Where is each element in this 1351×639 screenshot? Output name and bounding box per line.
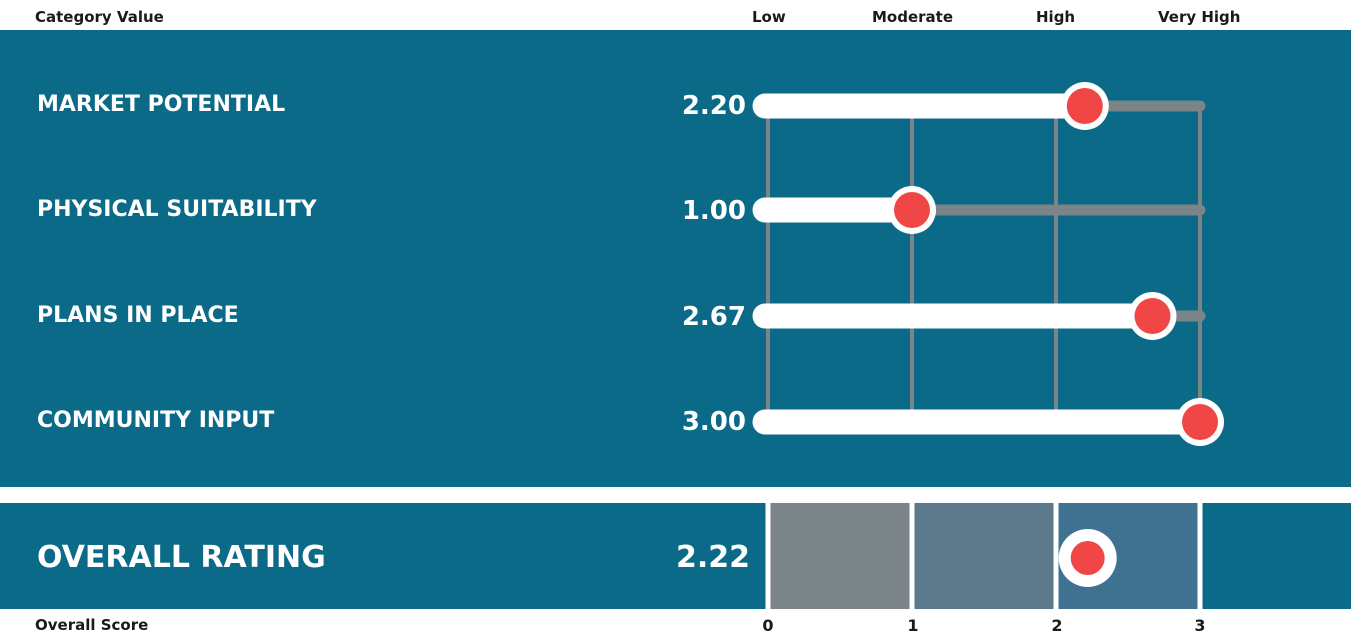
category-value-header: Category Value <box>35 8 164 26</box>
marker-plans-in-place <box>1134 298 1171 334</box>
category-label-market-potential: MARKET POTENTIAL <box>37 92 286 117</box>
overall-score-label: Overall Score <box>35 616 149 634</box>
marker-community-input <box>1182 404 1218 440</box>
category-label-plans-in-place: PLANS IN PLACE <box>37 303 239 328</box>
value-label-plans-in-place: 2.67 <box>681 302 746 332</box>
overall-marker <box>1070 541 1105 575</box>
marker-market-potential <box>1066 88 1103 124</box>
value-label-market-potential: 2.20 <box>681 91 746 121</box>
value-label-community-input: 3.00 <box>681 407 746 437</box>
overall-rating-label: OVERALL RATING <box>37 540 326 575</box>
overall-band-low <box>768 503 912 609</box>
x-tick-0: 0 <box>762 616 774 635</box>
value-label-physical-suitability: 1.00 <box>681 196 746 226</box>
level-moderate-header: Moderate <box>872 8 954 26</box>
x-tick-1: 1 <box>907 616 919 635</box>
level-low-header: Low <box>752 8 786 26</box>
overall-band-moderate <box>912 503 1056 609</box>
level-very-high-header: Very High <box>1158 8 1241 26</box>
x-tick-2: 2 <box>1051 616 1063 635</box>
marker-physical-suitability <box>894 192 930 228</box>
x-tick-3: 3 <box>1194 616 1206 635</box>
category-label-physical-suitability: PHYSICAL SUITABILITY <box>37 197 317 222</box>
level-high-header: High <box>1036 8 1076 26</box>
category-label-community-input: COMMUNITY INPUT <box>37 408 275 433</box>
overall-rating-value: 2.22 <box>675 540 750 575</box>
